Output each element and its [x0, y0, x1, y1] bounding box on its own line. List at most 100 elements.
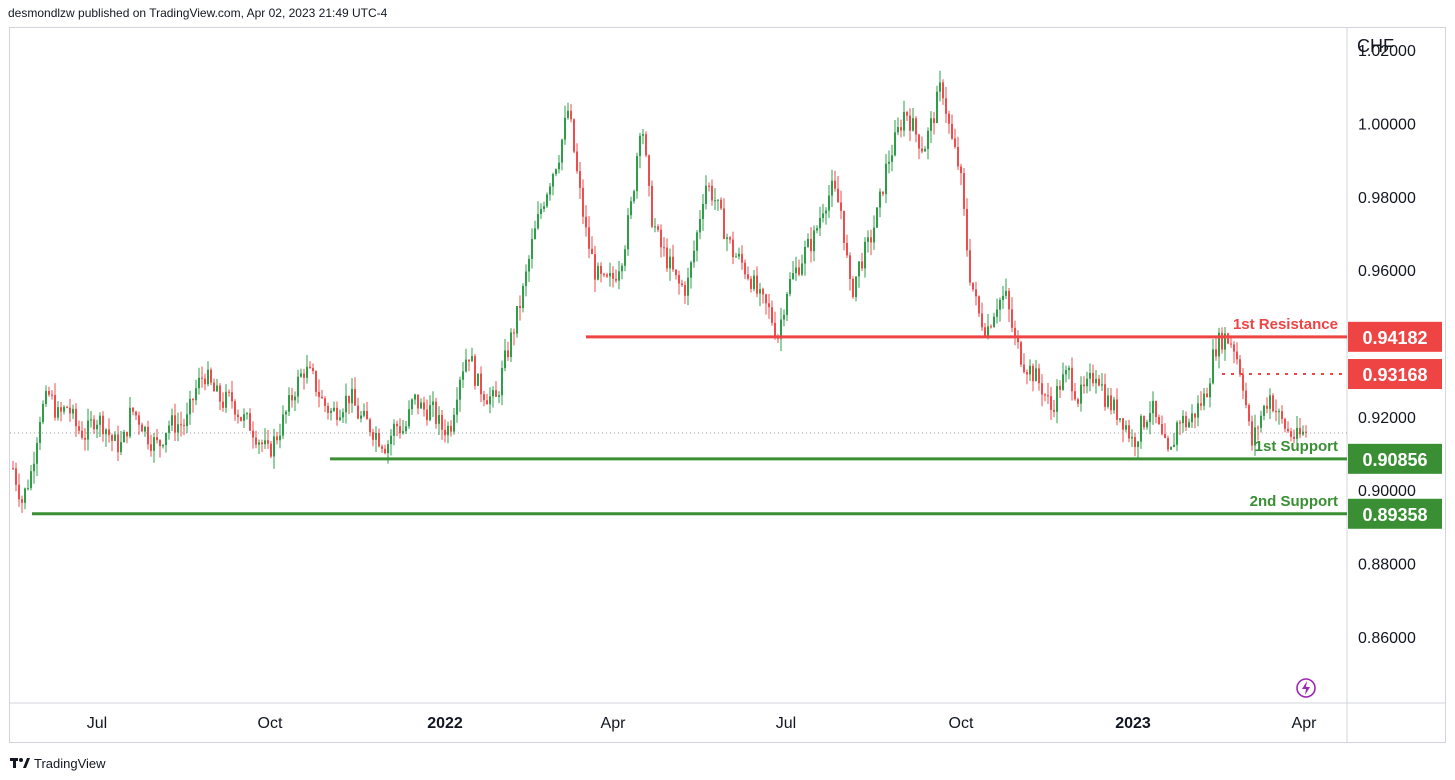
candle [279, 423, 281, 449]
candle [1095, 369, 1097, 394]
candle [1278, 408, 1280, 425]
candle [1107, 387, 1109, 409]
candle [444, 419, 446, 443]
candle [726, 233, 728, 252]
candle [705, 175, 707, 210]
candle [969, 238, 971, 286]
support-price-badge [1348, 498, 1442, 529]
candle [381, 444, 383, 454]
candle [1098, 375, 1100, 387]
candle [696, 230, 698, 262]
candle [306, 354, 308, 384]
candle [531, 228, 533, 269]
candle [195, 379, 197, 406]
candle [459, 376, 461, 412]
candle [213, 378, 215, 392]
chart-frame [9, 27, 1446, 743]
candle [168, 420, 170, 440]
candle [1035, 359, 1037, 382]
candle [603, 272, 605, 278]
candle [33, 451, 35, 484]
candle [774, 311, 776, 340]
price-tick-label: 1.00000 [1358, 116, 1416, 133]
time-tick-label: Oct [258, 715, 283, 732]
candle [915, 116, 917, 143]
lightning-icon[interactable] [1296, 678, 1316, 698]
candle [558, 155, 560, 174]
candle [567, 102, 569, 120]
candle [1275, 399, 1277, 422]
candle [1065, 365, 1067, 383]
candle [690, 260, 692, 289]
candle [1011, 297, 1013, 333]
candle [108, 418, 110, 443]
candle [684, 281, 686, 304]
time-tick-label: 2022 [427, 715, 463, 732]
candle [1251, 415, 1253, 451]
candle [300, 368, 302, 378]
footer-brand: TradingView [34, 755, 106, 771]
candle [741, 245, 743, 270]
candle [735, 252, 737, 258]
candle [1059, 380, 1061, 399]
candle [1104, 373, 1106, 411]
candle [354, 377, 356, 406]
candle [552, 172, 554, 196]
candle [516, 306, 518, 338]
candle [570, 104, 572, 123]
candle [282, 405, 284, 440]
candle [1056, 379, 1058, 424]
candle [1002, 286, 1004, 309]
candle [888, 150, 890, 174]
candle [1074, 383, 1076, 401]
candle [183, 418, 185, 436]
candle [894, 120, 896, 157]
candle [792, 261, 794, 281]
candle [963, 167, 965, 216]
candle [1221, 327, 1223, 354]
candle [1161, 415, 1163, 436]
candle [678, 270, 680, 295]
candle [438, 406, 440, 435]
candle [729, 236, 731, 244]
candle [357, 397, 359, 420]
candle [639, 132, 641, 169]
candle [216, 378, 218, 392]
candle [927, 127, 929, 160]
candle [723, 198, 725, 240]
candle [312, 363, 314, 375]
candle [906, 110, 908, 122]
candle [435, 397, 437, 429]
candle [1227, 332, 1229, 345]
price-tick-label: 0.88000 [1358, 557, 1416, 574]
candle [702, 193, 704, 231]
candle [450, 420, 452, 437]
candle [420, 398, 422, 409]
candle [708, 182, 710, 192]
candle [471, 347, 473, 362]
candle [1023, 353, 1025, 374]
candle [1050, 386, 1052, 421]
candle [1164, 423, 1166, 439]
candle [585, 205, 587, 237]
currency-label: CHF [1357, 36, 1394, 56]
candle [105, 428, 107, 447]
candle [1200, 391, 1202, 411]
candle [129, 396, 131, 439]
candle [1182, 410, 1184, 433]
candle [18, 473, 20, 507]
candle [264, 428, 266, 450]
candle [1080, 376, 1082, 412]
candle [1122, 417, 1124, 443]
candle [519, 295, 521, 321]
candle [1215, 336, 1217, 361]
candle [876, 207, 878, 229]
candle [732, 231, 734, 265]
candle [945, 86, 947, 123]
candle [651, 180, 653, 229]
resistance-price-value: 0.94182 [1362, 328, 1427, 348]
candle [132, 407, 134, 416]
candle [54, 383, 56, 421]
candle [1068, 365, 1070, 380]
